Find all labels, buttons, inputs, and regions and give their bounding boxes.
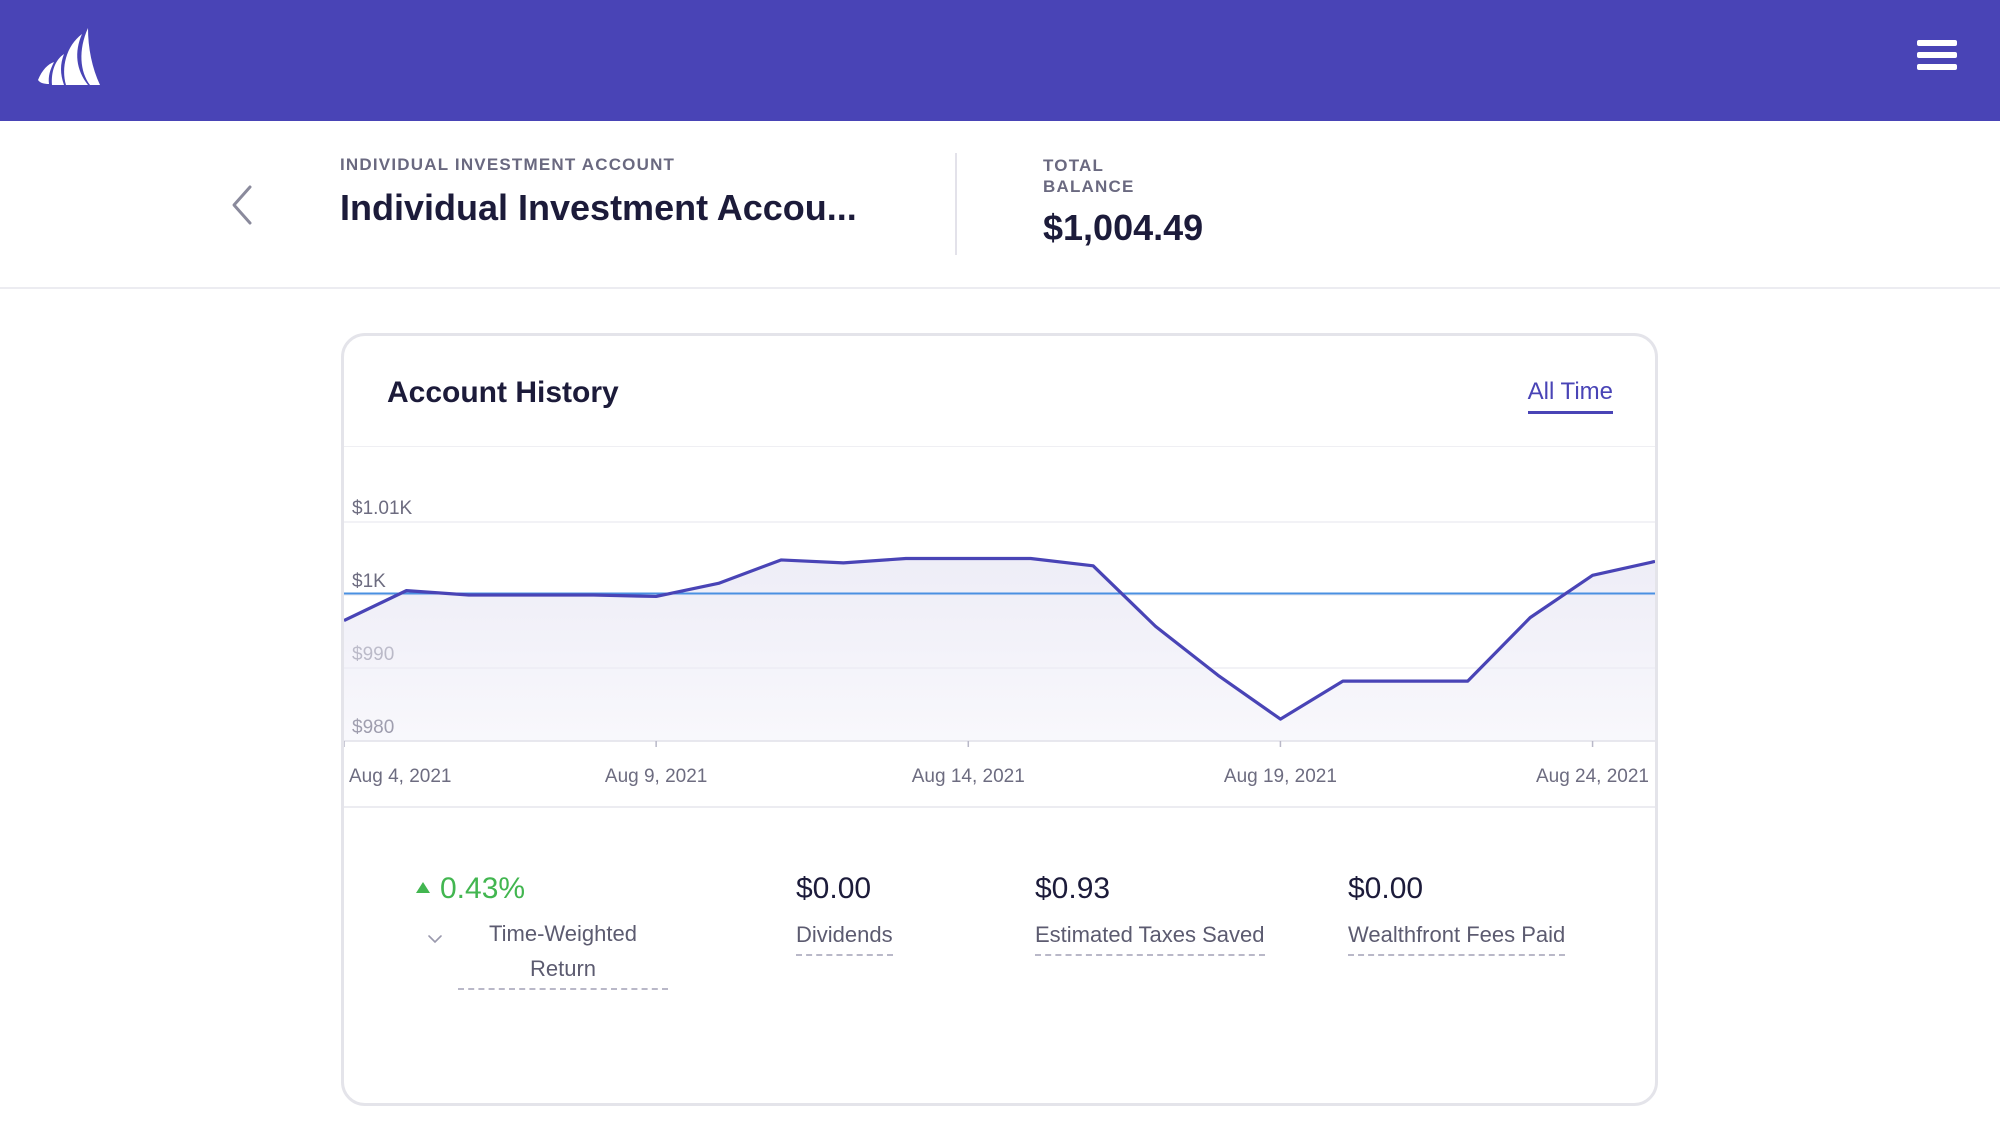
- data-point: [1029, 557, 1033, 561]
- x-tick-label: Aug 4, 2021: [349, 766, 451, 787]
- data-point: [841, 561, 845, 565]
- fees-value: $0.00: [1348, 872, 1424, 905]
- account-name: Individual Investment Accou...: [340, 187, 857, 228]
- x-tick-label: Aug 9, 2021: [605, 766, 707, 787]
- series-line: [344, 556, 1655, 721]
- tab-all-time[interactable]: All Time: [1527, 378, 1613, 414]
- data-point: [1403, 679, 1407, 683]
- taxes-label[interactable]: Estimated Taxes Saved: [1035, 918, 1265, 956]
- top-nav-bar: [0, 0, 2000, 121]
- x-tick-label: Aug 24, 2021: [1536, 766, 1649, 787]
- data-point: [467, 593, 471, 597]
- account-type-label: INDIVIDUAL INVESTMENT ACCOUNT: [340, 155, 676, 174]
- x-tick-label: Aug 14, 2021: [912, 766, 1025, 787]
- up-triangle-icon: [416, 881, 430, 893]
- card-title: Account History: [387, 376, 619, 409]
- data-point: [717, 581, 721, 585]
- data-point: [592, 593, 596, 597]
- stat-dividends: $0.00 Dividends: [796, 872, 893, 956]
- data-point: [1216, 673, 1220, 677]
- data-point: [1591, 573, 1595, 577]
- return-value: 0.43%: [440, 872, 526, 905]
- fees-label[interactable]: Wealthfront Fees Paid: [1348, 918, 1566, 956]
- data-point: [966, 557, 970, 561]
- taxes-value: $0.93: [1035, 872, 1111, 905]
- data-point: [1466, 679, 1470, 683]
- data-point: [1278, 717, 1282, 721]
- data-point: [404, 589, 408, 593]
- y-tick-label: $1K: [352, 571, 386, 592]
- wealthfront-logo-icon[interactable]: [38, 28, 100, 86]
- header-divider: [955, 153, 957, 255]
- return-value-row: 0.43%: [416, 872, 668, 906]
- account-history-card: Account History All Time $980$990$1K$1.0…: [341, 333, 1658, 1106]
- stat-estimated-taxes-saved: $0.93 Estimated Taxes Saved: [1035, 872, 1265, 956]
- stat-fees-paid: $0.00 Wealthfront Fees Paid: [1348, 872, 1566, 956]
- data-point: [654, 594, 658, 598]
- x-tick-label: Aug 19, 2021: [1224, 766, 1337, 787]
- series-area-fill: [344, 558, 1655, 741]
- hamburger-menu-icon[interactable]: [1917, 40, 1957, 76]
- data-point: [779, 558, 783, 562]
- dividends-value: $0.00: [796, 872, 872, 905]
- data-point: [529, 593, 533, 597]
- data-point: [1528, 616, 1532, 620]
- data-point: [904, 557, 908, 561]
- return-label-row[interactable]: Time-Weighted Return: [416, 916, 668, 990]
- data-point: [1341, 679, 1345, 683]
- data-point: [1154, 624, 1158, 628]
- chevron-left-icon[interactable]: [228, 183, 258, 227]
- account-header: INDIVIDUAL INVESTMENT ACCOUNT Individual…: [0, 121, 2000, 289]
- return-label[interactable]: Time-Weighted Return: [458, 916, 668, 990]
- total-balance-value: $1,004.49: [1043, 207, 1204, 248]
- dividends-label[interactable]: Dividends: [796, 918, 893, 956]
- chevron-down-icon[interactable]: [422, 926, 448, 952]
- y-tick-label: $1.01K: [352, 498, 413, 519]
- data-point: [1091, 564, 1095, 568]
- stats-row: 0.43% Time-Weighted Return $0.00 Dividen…: [344, 808, 1655, 1098]
- stat-time-weighted-return: 0.43% Time-Weighted Return: [416, 872, 668, 990]
- total-balance-label: TOTAL BALANCE: [1043, 156, 1135, 196]
